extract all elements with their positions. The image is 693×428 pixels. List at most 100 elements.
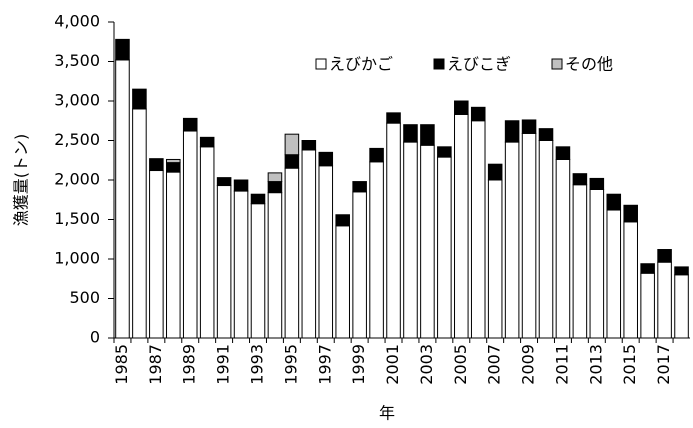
bar-segment: [369, 147, 384, 163]
y-tick-label: 0: [90, 328, 100, 347]
bar-segment: [454, 113, 469, 339]
bar-segment: [487, 163, 503, 181]
y-tick-label: 500: [69, 288, 100, 307]
bar-segment: [233, 190, 249, 339]
bar-segment: [166, 162, 181, 173]
bar-segment: [504, 141, 520, 339]
bar-segment: [470, 120, 486, 339]
bar-segment: [538, 128, 554, 141]
bar-segment: [216, 185, 232, 339]
bar-segment: [454, 100, 469, 115]
bar-segment: [267, 172, 283, 183]
bar-segment: [674, 266, 689, 276]
bar-segment: [352, 181, 367, 193]
bar-segment: [538, 140, 554, 339]
y-axis-title: 漁獲量(トン): [12, 134, 31, 227]
x-tick-label: 2009: [519, 344, 538, 385]
y-tick-label: 2,500: [54, 130, 100, 149]
legend-label: えびかご: [329, 55, 393, 74]
bar-segment: [301, 149, 317, 339]
bar-segment: [318, 165, 334, 339]
y-tick-label: 4,000: [54, 12, 100, 31]
x-tick-label: 1991: [214, 344, 233, 385]
bar-segment: [182, 130, 198, 339]
bar-segment: [504, 120, 520, 143]
y-tick-label: 1,500: [54, 209, 100, 228]
bar-segment: [369, 161, 384, 339]
bar-segment: [149, 158, 164, 172]
bar-segment: [657, 261, 672, 339]
y-tick-label: 3,500: [54, 51, 100, 70]
bar-segment: [420, 124, 435, 146]
bar-segment: [572, 184, 588, 339]
x-tick-label: 2001: [383, 344, 402, 385]
legend-label: その他: [565, 55, 613, 74]
x-tick-label: 1999: [349, 344, 368, 385]
bar-segment: [640, 263, 655, 274]
x-tick-label: 1995: [281, 344, 300, 385]
x-tick-label: 1989: [180, 344, 199, 385]
legend-swatch: [315, 58, 327, 70]
bar-segment: [284, 133, 300, 156]
bar-segment: [403, 124, 418, 143]
x-tick-label: 2015: [620, 344, 639, 385]
x-tick-label: 2003: [417, 344, 436, 385]
bar-segment: [521, 119, 537, 134]
bar-segment: [640, 272, 655, 339]
bar-segment: [386, 122, 401, 339]
x-tick-label: 2007: [485, 344, 504, 385]
bar-segment: [487, 179, 503, 339]
bar-segment: [674, 274, 689, 339]
bar-segment: [555, 146, 571, 160]
legend-label: えびこぎ: [447, 55, 511, 74]
bar-segment: [606, 193, 622, 211]
bar-segment: [267, 181, 283, 194]
legend-swatch: [433, 58, 445, 70]
bar-segment: [623, 204, 638, 223]
bar-segment: [166, 171, 181, 339]
bar-segment: [199, 146, 215, 339]
x-tick-label: 2005: [451, 344, 470, 385]
bar-segment: [132, 108, 147, 339]
y-tick-label: 2,000: [54, 170, 100, 189]
bar-segment: [606, 209, 622, 339]
bar-segment: [521, 132, 537, 339]
y-tick-label: 1,000: [54, 249, 100, 268]
bar-segment: [657, 249, 672, 263]
x-tick-label: 2013: [586, 344, 605, 385]
x-tick-label: 1997: [315, 344, 334, 385]
bar-segment: [250, 193, 266, 205]
bar-segment: [301, 140, 317, 151]
bar-segment: [589, 188, 605, 339]
x-tick-label: 2011: [552, 344, 571, 385]
x-tick-label: 2017: [654, 344, 673, 385]
bar-segment: [335, 225, 350, 339]
x-axis-title: 年: [379, 404, 395, 423]
bar-segment: [250, 203, 266, 339]
bar-segment: [623, 221, 638, 339]
bar-segment: [199, 136, 215, 148]
bar-segment: [284, 167, 300, 339]
legend-swatch: [551, 58, 563, 70]
bar-segment: [335, 214, 350, 227]
bar-segment: [115, 59, 130, 339]
y-tick-label: 3,000: [54, 91, 100, 110]
bar-segment: [149, 170, 164, 339]
bar-segment: [284, 154, 300, 169]
bar-segment: [132, 88, 147, 110]
bar-segment: [267, 192, 283, 339]
x-tick-label: 1993: [248, 344, 267, 385]
bar-segment: [589, 177, 605, 190]
bar-segment: [233, 179, 249, 192]
bar-segment: [318, 151, 334, 167]
bar-segment: [166, 158, 181, 164]
x-tick-label: 1985: [112, 344, 131, 385]
bar-segment: [403, 141, 418, 339]
bar-segment: [470, 106, 486, 122]
bar-segment: [115, 38, 130, 61]
bar-segment: [216, 177, 232, 187]
bar-segment: [386, 112, 401, 124]
bar-segment: [572, 173, 588, 186]
